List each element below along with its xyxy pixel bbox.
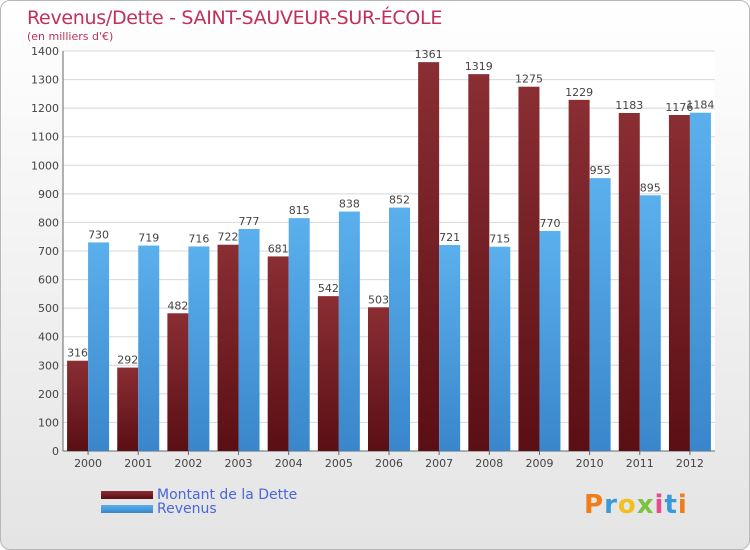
legend-label-revenue: Revenus — [157, 501, 217, 517]
data-label-revenue-2005: 838 — [339, 198, 360, 211]
data-label-revenue-2004: 815 — [289, 204, 310, 217]
bar-debt-2003 — [217, 244, 239, 451]
x-tick-label-2001: 2001 — [124, 457, 152, 470]
y-tick-label-800: 800 — [38, 216, 59, 229]
chart-subtitle: (en milliers d'€) — [27, 30, 114, 43]
x-tick-label-2002: 2002 — [174, 457, 202, 470]
data-label-debt-2002: 482 — [167, 299, 188, 312]
data-label-debt-2009: 1275 — [515, 73, 543, 86]
data-label-debt-2008: 1319 — [465, 60, 493, 73]
data-label-debt-2010: 1229 — [565, 86, 593, 99]
bar-debt-2006 — [368, 307, 389, 451]
legend-swatch-debt — [101, 491, 153, 499]
bar-revenue-2001 — [138, 245, 160, 451]
bar-debt-2004 — [267, 256, 289, 451]
y-tick-label-700: 700 — [38, 245, 59, 258]
data-label-revenue-2006: 852 — [389, 194, 410, 207]
y-tick-label-500: 500 — [38, 302, 59, 315]
data-label-debt-2004: 681 — [268, 242, 289, 255]
logo-letter: i — [654, 490, 665, 520]
y-tick-label-1300: 1300 — [31, 74, 59, 87]
x-tick-label-2006: 2006 — [375, 457, 403, 470]
bar-debt-2011 — [618, 113, 640, 451]
y-tick-label-0: 0 — [52, 445, 59, 458]
bar-debt-2009 — [518, 86, 540, 451]
bar-revenue-2008 — [489, 246, 511, 451]
data-label-debt-2005: 542 — [318, 282, 339, 295]
data-label-revenue-2003: 777 — [239, 215, 260, 228]
bar-debt-2012 — [668, 115, 690, 451]
data-label-revenue-2001: 719 — [138, 232, 159, 245]
bar-revenue-2012 — [689, 112, 711, 451]
bar-revenue-2006 — [389, 207, 410, 451]
data-label-revenue-2008: 715 — [489, 233, 510, 246]
data-label-debt-2011: 1183 — [615, 99, 643, 112]
y-tick-label-400: 400 — [38, 331, 59, 344]
x-tick-label-2005: 2005 — [325, 457, 353, 470]
data-label-revenue-2000: 730 — [88, 228, 109, 241]
y-tick-label-1200: 1200 — [31, 102, 59, 115]
data-label-debt-2012: 1176 — [665, 101, 693, 114]
bar-debt-2007 — [418, 62, 440, 452]
legend-label-debt: Montant de la Dette — [157, 487, 298, 503]
y-tick-label-1400: 1400 — [31, 45, 59, 58]
bar-revenue-2002 — [188, 246, 210, 451]
data-label-debt-2001: 292 — [117, 354, 138, 367]
logo-letter: P — [584, 490, 605, 520]
x-tick-label-2009: 2009 — [525, 457, 553, 470]
x-tick-label-2012: 2012 — [676, 457, 704, 470]
x-tick-label-2004: 2004 — [275, 457, 303, 470]
data-label-debt-2006: 503 — [368, 293, 389, 306]
logo-letter: t — [664, 490, 678, 520]
y-tick-label-900: 900 — [38, 188, 59, 201]
data-label-debt-2000: 316 — [67, 347, 88, 360]
x-tick-label-2007: 2007 — [425, 457, 453, 470]
bar-revenue-2004 — [288, 218, 310, 451]
bar-debt-2005 — [317, 296, 339, 451]
x-tick-label-2008: 2008 — [475, 457, 503, 470]
bar-revenue-2009 — [539, 231, 561, 451]
data-label-debt-2007: 1361 — [415, 48, 443, 61]
data-label-revenue-2011: 895 — [640, 181, 661, 194]
y-tick-label-200: 200 — [38, 388, 59, 401]
bar-revenue-2010 — [589, 178, 611, 451]
legend-swatch-revenue — [101, 505, 153, 513]
bar-debt-2000 — [67, 360, 89, 451]
bar-revenue-2007 — [439, 245, 461, 451]
y-tick-label-1100: 1100 — [31, 131, 59, 144]
bar-debt-2008 — [468, 74, 490, 452]
data-label-revenue-2010: 955 — [590, 164, 611, 177]
data-label-revenue-2007: 721 — [439, 231, 460, 244]
chart-title: Revenus/Dette - SAINT-SAUVEUR-SUR-ÉCOLE — [27, 7, 443, 29]
y-tick-label-300: 300 — [38, 359, 59, 372]
y-tick-label-600: 600 — [38, 274, 59, 287]
proxiti-logo: Proxiti — [584, 490, 688, 520]
bar-revenue-2000 — [88, 242, 110, 451]
y-tick-label-100: 100 — [38, 416, 59, 429]
legend-item-debt: Montant de la Dette — [101, 487, 297, 503]
logo-letter: r — [604, 490, 618, 520]
x-tick-label-2003: 2003 — [225, 457, 253, 470]
x-tick-label-2010: 2010 — [576, 457, 604, 470]
data-label-revenue-2002: 716 — [188, 232, 209, 245]
logo-letter: i — [677, 490, 688, 520]
y-tick-label-1000: 1000 — [31, 159, 59, 172]
x-tick-label-2000: 2000 — [74, 457, 102, 470]
bar-debt-2002 — [167, 313, 189, 451]
data-label-revenue-2012: 1184 — [686, 99, 714, 112]
bar-debt-2001 — [117, 367, 139, 451]
logo-letter: o — [617, 490, 637, 520]
bar-debt-2010 — [568, 99, 590, 451]
bar-revenue-2011 — [639, 195, 661, 451]
bar-revenue-2003 — [238, 229, 260, 451]
x-tick-label-2011: 2011 — [626, 457, 654, 470]
logo-letter: x — [636, 490, 655, 520]
bar-revenue-2005 — [338, 211, 360, 451]
legend-item-revenue: Revenus — [101, 501, 217, 517]
data-label-revenue-2009: 770 — [539, 217, 560, 230]
data-label-debt-2003: 722 — [218, 231, 239, 244]
